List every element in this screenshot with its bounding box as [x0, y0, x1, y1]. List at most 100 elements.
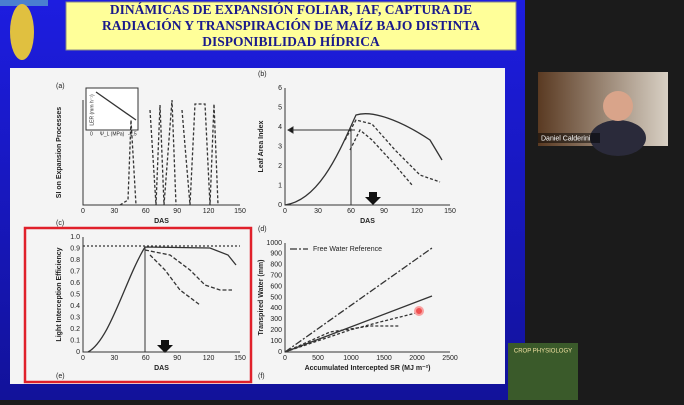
y-tick-label: 2: [278, 163, 282, 170]
curve: [144, 249, 232, 306]
highlight: [23, 226, 253, 384]
inset-tick: -1.5: [128, 131, 137, 137]
corn-image: [10, 4, 34, 60]
x-axis-label: DAS: [154, 365, 169, 372]
x-tick-label: 90: [173, 355, 181, 362]
y-axis-label: Leaf Area Index: [258, 120, 265, 172]
panel-label: (c): [56, 220, 64, 227]
x-tick-label: 30: [111, 355, 119, 362]
participant-name: Daniel Calderini: [541, 135, 591, 142]
x-tick-label: 2500: [442, 355, 458, 362]
x-tick-label: 500: [312, 355, 324, 362]
webcam: Daniel Calderini: [538, 72, 668, 156]
x-tick-label: 120: [411, 208, 423, 215]
y-tick-label: 0.6: [70, 280, 80, 287]
x-tick-label: 0: [283, 355, 287, 362]
person: [603, 91, 633, 121]
x-tick-label: 90: [173, 208, 181, 215]
y-tick-label: 4: [278, 124, 282, 131]
x-tick-label: 60: [347, 208, 355, 215]
x-tick-label: 0: [283, 208, 287, 215]
x-tick-label: 90: [380, 208, 388, 215]
y-tick-label: 3: [278, 143, 282, 150]
x-axis-label: DAS: [154, 218, 169, 225]
y-tick-label: 5: [278, 104, 282, 111]
x-tick-label: 2000: [409, 355, 425, 362]
y-tick-label: 0.2: [70, 326, 80, 333]
panel-label: (f): [258, 373, 265, 380]
y-tick-label: 0: [278, 202, 282, 209]
legend-label: Free Water Reference: [313, 246, 382, 253]
y-tick-label: 900: [270, 251, 282, 258]
tab: [0, 0, 48, 6]
inset-label: LER (mm h⁻¹): [89, 94, 95, 126]
panel-label: (b): [258, 71, 267, 78]
axis: [284, 243, 450, 353]
highlight-point: [414, 306, 424, 316]
axis: [82, 100, 240, 206]
axis: [82, 237, 240, 353]
curve: [284, 247, 433, 353]
person: [590, 120, 646, 156]
name-tag: [538, 133, 600, 143]
inset-tick: 0: [90, 131, 93, 137]
curve: [87, 246, 237, 353]
y-axis-label: Light Interception Efficiency: [56, 247, 63, 341]
arrow: [287, 126, 355, 205]
book-title: CROP PHYSIOLOGY: [514, 349, 572, 355]
y-tick-label: 500: [270, 294, 282, 301]
x-tick-label: 30: [314, 208, 322, 215]
book-cover: [508, 343, 578, 400]
title-line: RADIACIÓN Y TRANSPIRACIÓN DE MAÍZ BAJO D…: [102, 18, 480, 33]
y-tick-label: 0.1: [70, 337, 80, 344]
y-tick-label: 200: [270, 327, 282, 334]
x-tick-label: 150: [234, 208, 246, 215]
title-box: [65, 1, 517, 51]
y-tick-label: 800: [270, 262, 282, 269]
x-axis-label: DAS: [360, 218, 375, 225]
y-tick-label: 600: [270, 283, 282, 290]
x-tick-label: 120: [203, 355, 215, 362]
curves: [83, 87, 443, 353]
panel-label: (d): [258, 226, 267, 233]
x-tick-label: 60: [142, 355, 150, 362]
x-tick-label: 150: [444, 208, 456, 215]
y-tick-label: 400: [270, 305, 282, 312]
y-tick-label: 0: [278, 349, 282, 356]
curve: [284, 113, 443, 206]
curve: [95, 91, 137, 121]
y-tick-label: 0.5: [70, 291, 80, 298]
y-tick-label: 0.8: [70, 257, 80, 264]
y-tick-label: 0.9: [70, 245, 80, 252]
y-tick-label: 1: [278, 182, 282, 189]
x-tick-label: 150: [234, 355, 246, 362]
curve: [344, 119, 441, 186]
y-tick-label: 0.7: [70, 268, 80, 275]
x-tick-label: 0: [81, 208, 85, 215]
x-tick-label: 120: [203, 208, 215, 215]
arrow: [365, 192, 381, 205]
y-tick-label: 0: [76, 349, 80, 356]
inset: [85, 87, 139, 131]
y-axis-label: Transpired Water (mm): [258, 260, 265, 336]
x-tick-label: 0: [81, 355, 85, 362]
y-tick-label: 100: [270, 338, 282, 345]
y-tick-label: 1.0: [70, 234, 80, 241]
y-tick-label: 6: [278, 85, 282, 92]
panel-label: (e): [56, 373, 65, 380]
panel-label: (a): [56, 83, 65, 90]
y-axis-label: SI on Expansion Processes: [56, 107, 63, 199]
x-tick-label: 1500: [376, 355, 392, 362]
y-tick-label: 0.3: [70, 314, 80, 321]
x-tick-label: 1000: [343, 355, 359, 362]
title-line: DISPONIBILIDAD HÍDRICA: [202, 34, 380, 49]
curve: [284, 311, 421, 353]
y-tick-label: 0.4: [70, 303, 80, 310]
curve: [284, 295, 433, 353]
arrow: [157, 340, 173, 353]
y-tick-label: 300: [270, 316, 282, 323]
axis: [284, 88, 450, 206]
inset-label: Ψ_L (MPa): [100, 131, 125, 137]
y-tick-label: 700: [270, 273, 282, 280]
